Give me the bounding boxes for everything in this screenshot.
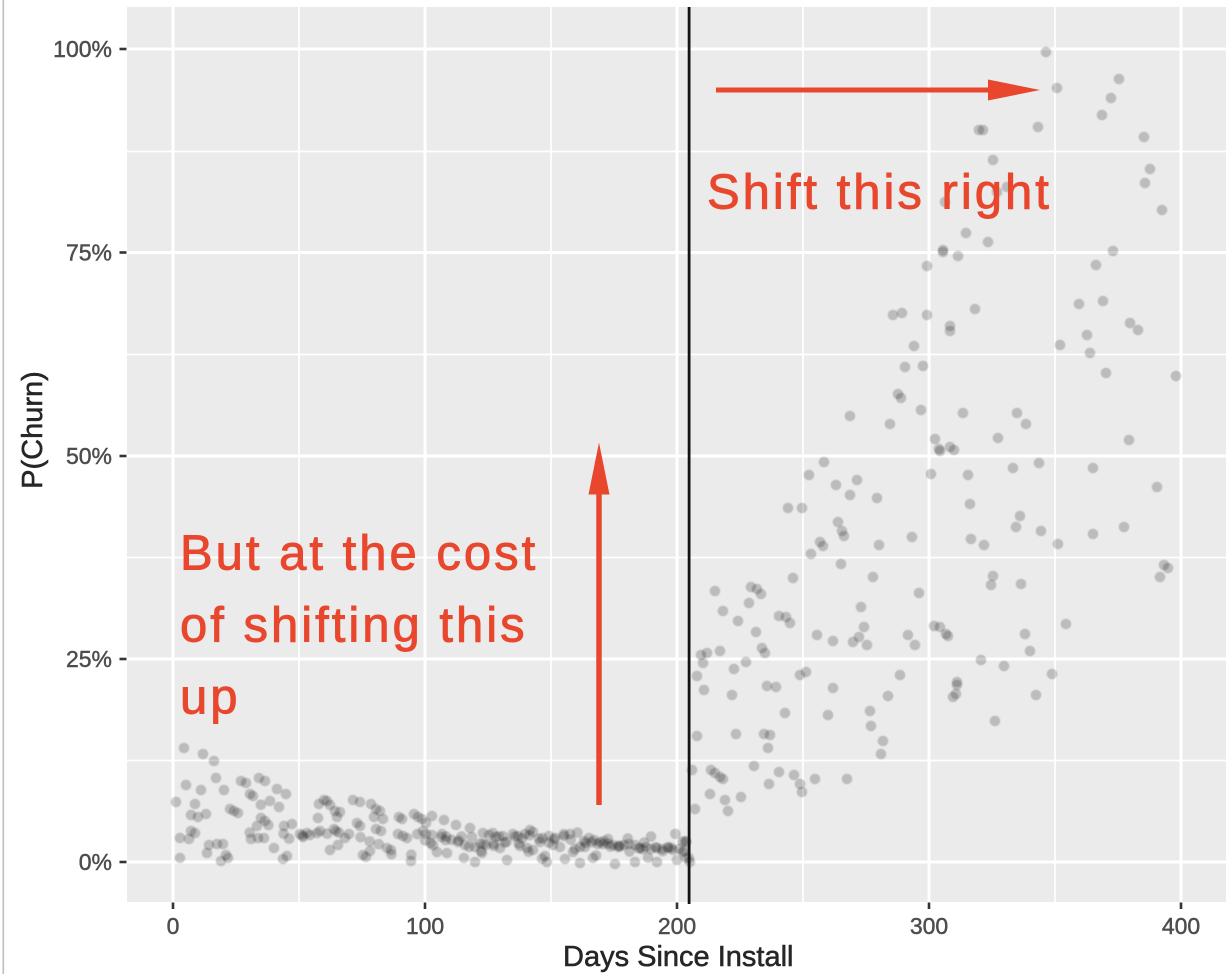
svg-text:Shift this right: Shift this right [707, 166, 1052, 220]
svg-text:25%: 25% [66, 646, 112, 672]
svg-text:Days Since Install: Days Since Install [563, 941, 794, 973]
svg-text:50%: 50% [66, 443, 112, 469]
svg-text:But at the cost: But at the cost [180, 527, 538, 581]
svg-text:200: 200 [658, 913, 696, 939]
svg-text:100%: 100% [53, 36, 112, 62]
svg-text:75%: 75% [66, 240, 112, 266]
svg-text:of shifting this: of shifting this [180, 599, 528, 653]
svg-text:0: 0 [167, 913, 180, 939]
svg-text:300: 300 [910, 913, 948, 939]
svg-text:400: 400 [1162, 913, 1200, 939]
svg-text:P(Churn): P(Churn) [17, 371, 49, 489]
svg-text:up: up [180, 671, 241, 725]
svg-text:0%: 0% [79, 849, 112, 875]
svg-text:100: 100 [406, 913, 444, 939]
